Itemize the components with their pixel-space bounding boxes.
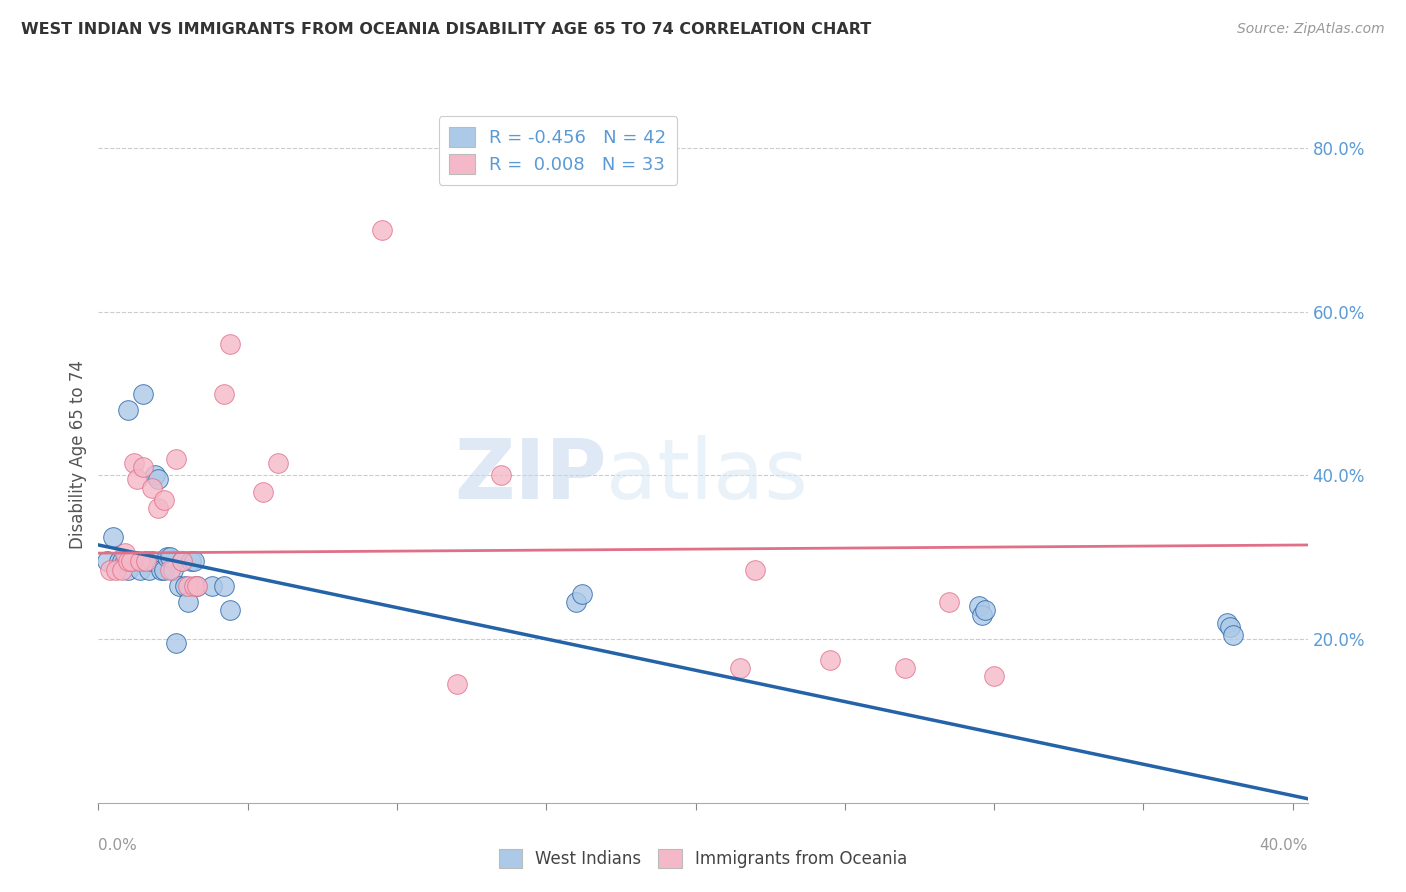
Point [117, 562, 139, 576]
Point [141, 481, 163, 495]
Point [129, 554, 152, 568]
Point [1222, 628, 1244, 642]
Y-axis label: Disability Age 65 to 74: Disability Age 65 to 74 [69, 360, 87, 549]
Text: 40.0%: 40.0% [1260, 838, 1308, 854]
Text: 0.0%: 0.0% [98, 838, 138, 854]
Point [108, 554, 131, 568]
Point [159, 562, 181, 576]
Point [730, 661, 752, 675]
Point [571, 587, 593, 601]
Point [165, 636, 187, 650]
Point [143, 468, 166, 483]
Point [117, 403, 139, 417]
Point [186, 579, 208, 593]
Point [446, 677, 468, 691]
Text: ZIP: ZIP [454, 435, 606, 516]
Point [103, 530, 125, 544]
Text: Source: ZipAtlas.com: Source: ZipAtlas.com [1237, 22, 1385, 37]
Point [180, 554, 202, 568]
Point [165, 452, 187, 467]
Point [983, 669, 1005, 683]
Point [491, 468, 513, 483]
Point [1216, 615, 1239, 630]
Point [252, 484, 274, 499]
Point [371, 223, 394, 237]
Point [212, 579, 235, 593]
Legend: West Indians, Immigrants from Oceania: West Indians, Immigrants from Oceania [492, 843, 914, 875]
Point [818, 652, 841, 666]
Point [218, 603, 240, 617]
Point [127, 473, 149, 487]
Point [177, 579, 200, 593]
Point [159, 550, 181, 565]
Point [96, 554, 118, 568]
Point [170, 554, 193, 568]
Point [122, 554, 145, 568]
Point [135, 554, 157, 568]
Point [972, 607, 994, 622]
Point [183, 579, 205, 593]
Point [186, 579, 208, 593]
Point [111, 554, 134, 568]
Point [146, 501, 169, 516]
Point [156, 550, 179, 565]
Point [146, 473, 169, 487]
Point [120, 554, 142, 568]
Point [1219, 620, 1241, 634]
Point [170, 554, 193, 568]
Point [114, 554, 136, 568]
Point [98, 562, 121, 576]
Point [122, 456, 145, 470]
Point [938, 595, 960, 609]
Point [135, 554, 157, 568]
Point [150, 562, 173, 576]
Point [153, 562, 176, 576]
Point [218, 337, 240, 351]
Point [967, 599, 990, 614]
Point [129, 562, 152, 576]
Point [744, 562, 766, 576]
Point [132, 460, 155, 475]
Point [153, 492, 176, 507]
Point [114, 546, 136, 560]
Point [167, 579, 190, 593]
Point [174, 579, 197, 593]
Point [120, 554, 142, 568]
Point [201, 579, 224, 593]
Point [111, 562, 134, 576]
Point [138, 562, 160, 576]
Point [177, 595, 200, 609]
Text: atlas: atlas [606, 435, 808, 516]
Point [266, 456, 288, 470]
Point [127, 554, 149, 568]
Point [132, 386, 155, 401]
Legend: R = -0.456   N = 42, R =  0.008   N = 33: R = -0.456 N = 42, R = 0.008 N = 33 [439, 116, 678, 185]
Point [105, 562, 128, 576]
Point [183, 554, 205, 568]
Point [212, 386, 235, 401]
Text: WEST INDIAN VS IMMIGRANTS FROM OCEANIA DISABILITY AGE 65 TO 74 CORRELATION CHART: WEST INDIAN VS IMMIGRANTS FROM OCEANIA D… [21, 22, 872, 37]
Point [974, 603, 997, 617]
Point [135, 554, 157, 568]
Point [565, 595, 588, 609]
Point [141, 554, 163, 568]
Point [162, 562, 184, 576]
Point [893, 661, 915, 675]
Point [117, 554, 139, 568]
